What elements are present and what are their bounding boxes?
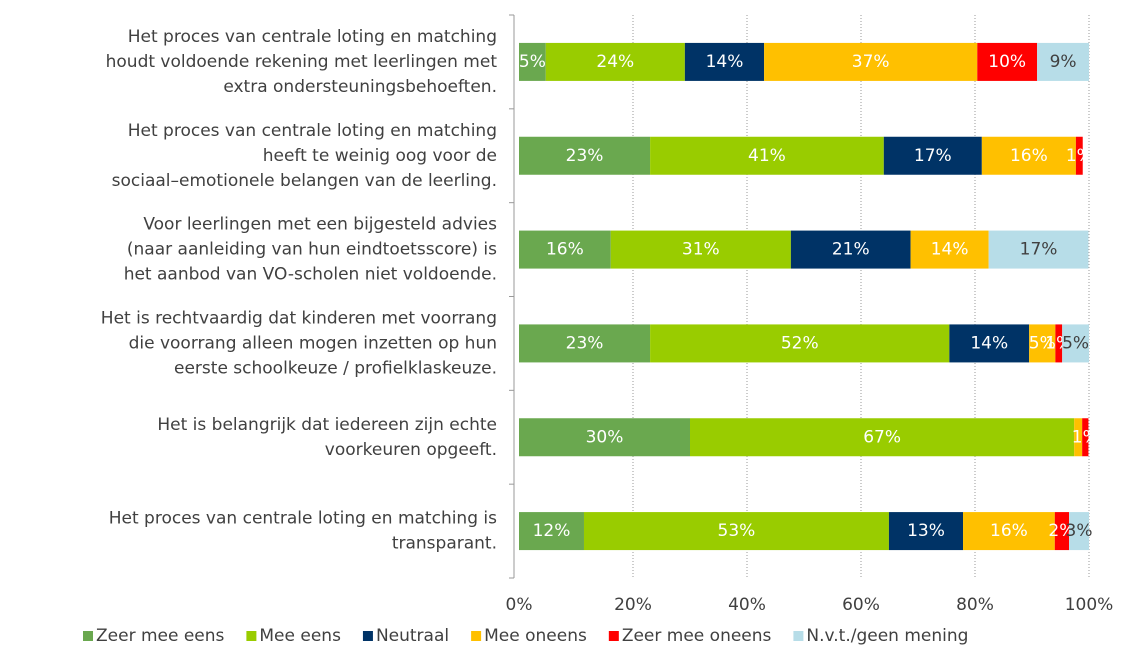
- legend-swatch: [246, 631, 257, 641]
- bar-segment: [949, 324, 1030, 363]
- bar-segment: [764, 42, 978, 81]
- bar-segment: [650, 136, 884, 175]
- bar-segment: [684, 42, 765, 81]
- category-label: Het proces van centrale loting en matchi…: [128, 121, 497, 141]
- bar-segment: [790, 230, 911, 269]
- bar-segment: [1054, 512, 1070, 551]
- category-label: die voorrang alleen mogen inzetten op hu…: [129, 333, 497, 353]
- bar-segment: [888, 512, 964, 551]
- x-tick-label: 80%: [956, 595, 994, 615]
- category-label: sociaal–emotionele belangen van de leerl…: [112, 171, 497, 191]
- legend-swatch: [608, 631, 619, 641]
- data-label: 30%: [586, 427, 624, 447]
- data-label: 16%: [546, 240, 584, 260]
- data-label: 3%: [1066, 521, 1093, 541]
- bar-segment: [1069, 512, 1089, 551]
- data-label: 17%: [914, 146, 952, 166]
- bar-segment: [519, 230, 611, 269]
- x-tick-label: 100%: [1065, 595, 1114, 615]
- data-label: 14%: [970, 333, 1008, 353]
- legend-swatch: [793, 631, 804, 641]
- bar-segment: [988, 230, 1089, 269]
- legend-swatch: [83, 631, 93, 641]
- bar-segment: [690, 418, 1075, 457]
- data-label: 24%: [596, 52, 634, 72]
- category-label: (naar aanleiding van hun eindtoetsscore)…: [127, 240, 497, 260]
- legend-label: Zeer mee oneens: [622, 626, 772, 646]
- data-label: 23%: [566, 333, 604, 353]
- data-label: 31%: [682, 240, 720, 260]
- data-label: 14%: [931, 240, 969, 260]
- legend-label: Mee eens: [259, 626, 341, 646]
- legend-label: N.v.t./geen mening: [806, 626, 968, 646]
- bar-segment: [519, 512, 584, 551]
- category-label: Het proces van centrale loting en matchi…: [109, 509, 497, 529]
- bar-segment: [1075, 136, 1083, 175]
- bar-segment: [519, 136, 651, 175]
- category-label: Het is rechtvaardig dat kinderen met voo…: [101, 308, 497, 328]
- data-label: 17%: [1020, 240, 1058, 260]
- legend-label: Neutraal: [376, 626, 449, 646]
- bar-segment: [650, 324, 950, 363]
- category-label: transparant.: [392, 534, 497, 554]
- category-label: Voor leerlingen met een bijgesteld advie…: [143, 215, 497, 235]
- category-label: eerste schoolkeuze / profielklaskeuze.: [174, 358, 497, 378]
- legend-swatch: [471, 631, 482, 641]
- category-label: houdt voldoende rekening met leerlingen …: [106, 52, 498, 72]
- bar-segment: [883, 136, 982, 175]
- data-label: 41%: [748, 146, 786, 166]
- legend-label: Mee oneens: [484, 626, 587, 646]
- x-tick-label: 20%: [614, 595, 652, 615]
- bar-segment: [1082, 418, 1089, 457]
- data-label: 5%: [1029, 333, 1056, 353]
- data-label: 1%: [1072, 427, 1099, 447]
- bar-segment: [1037, 42, 1089, 81]
- data-label: 14%: [706, 52, 744, 72]
- category-label: Het proces van centrale loting en matchi…: [128, 27, 497, 47]
- bar-segment: [610, 230, 791, 269]
- data-label: 1%: [1066, 146, 1093, 166]
- bar-segment: [1074, 418, 1083, 457]
- bar-segment: [1062, 324, 1089, 363]
- data-label: 9%: [1050, 52, 1077, 72]
- bar-segment: [519, 418, 690, 457]
- data-label: 16%: [990, 521, 1028, 541]
- x-tick-label: 60%: [842, 595, 880, 615]
- data-label: 37%: [852, 52, 890, 72]
- bar-segment: [583, 512, 889, 551]
- x-tick-label: 0%: [506, 595, 533, 615]
- data-label: 2%: [1048, 521, 1075, 541]
- bar-segment: [977, 42, 1038, 81]
- data-label: 21%: [832, 240, 870, 260]
- x-tick-label: 40%: [728, 595, 766, 615]
- data-label: 5%: [1062, 333, 1089, 353]
- data-label: 52%: [781, 333, 819, 353]
- legend-swatch: [362, 631, 373, 641]
- data-label: 67%: [863, 427, 901, 447]
- category-label: Het is belangrijk dat iedereen zijn echt…: [157, 415, 497, 435]
- data-label: 12%: [533, 521, 571, 541]
- bar-segment: [963, 512, 1055, 551]
- data-label: 10%: [988, 52, 1026, 72]
- bar-segment: [910, 230, 989, 269]
- bar-segment: [519, 324, 651, 363]
- bar-segment: [1029, 324, 1056, 363]
- category-label: heeft te weinig oog voor de: [263, 146, 497, 166]
- category-label: voorkeuren opgeeft.: [325, 440, 497, 460]
- data-label: 23%: [566, 146, 604, 166]
- bar-segment: [981, 136, 1076, 175]
- data-label: 53%: [718, 521, 756, 541]
- bar-segment: [519, 42, 546, 81]
- data-label: 13%: [907, 521, 945, 541]
- data-label: 16%: [1010, 146, 1048, 166]
- bar-segment: [545, 42, 685, 81]
- bar-segment: [1055, 324, 1063, 363]
- legend-label: Zeer mee eens: [96, 626, 225, 646]
- data-label: 5%: [519, 52, 546, 72]
- category-label: extra ondersteuningsbehoeften.: [223, 77, 497, 97]
- category-label: het aanbod van VO-scholen niet voldoende…: [124, 265, 497, 285]
